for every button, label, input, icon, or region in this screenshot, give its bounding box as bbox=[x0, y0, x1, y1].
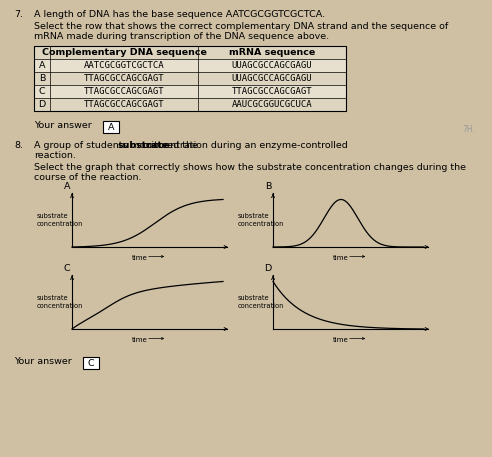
Text: Select the row that shows the correct complementary DNA strand and the sequence : Select the row that shows the correct co… bbox=[34, 22, 448, 31]
Text: Complementary DNA sequence: Complementary DNA sequence bbox=[41, 48, 207, 57]
Bar bbox=[103, 121, 119, 133]
Text: substrate
concentration: substrate concentration bbox=[238, 213, 284, 227]
Text: TTAGCGCCAGCGAGT: TTAGCGCCAGCGAGT bbox=[84, 74, 164, 83]
Text: course of the reaction.: course of the reaction. bbox=[34, 173, 142, 182]
Text: TTAGCGCCAGCGAGT: TTAGCGCCAGCGAGT bbox=[84, 87, 164, 96]
Text: C: C bbox=[88, 358, 94, 367]
Bar bbox=[83, 357, 99, 369]
Text: UUAGCGCCAGCGAGU: UUAGCGCCAGCGAGU bbox=[232, 61, 312, 70]
Text: 8.: 8. bbox=[14, 141, 23, 150]
Bar bbox=[34, 72, 346, 85]
Text: substrate
concentration: substrate concentration bbox=[37, 213, 83, 227]
Bar bbox=[34, 98, 346, 111]
Text: A group of students monitored the: A group of students monitored the bbox=[34, 141, 201, 150]
Text: 7.: 7. bbox=[14, 10, 23, 19]
Text: D: D bbox=[38, 100, 46, 109]
Text: UUAGCGCCAGCGAGU: UUAGCGCCAGCGAGU bbox=[232, 74, 312, 83]
Text: mRNA sequence: mRNA sequence bbox=[229, 48, 315, 57]
Text: time: time bbox=[132, 255, 148, 261]
Text: A length of DNA has the base sequence AATCGCGGTCGCTCA.: A length of DNA has the base sequence AA… bbox=[34, 10, 325, 19]
Text: B: B bbox=[39, 74, 45, 83]
Text: AATCGCGGTCGCTCA: AATCGCGGTCGCTCA bbox=[84, 61, 164, 70]
Text: TTAGCGCCAGCGAGT: TTAGCGCCAGCGAGT bbox=[232, 87, 312, 96]
Text: A: A bbox=[108, 122, 114, 132]
Text: Your answer: Your answer bbox=[34, 121, 92, 130]
Text: C: C bbox=[39, 87, 45, 96]
Text: substrate
concentration: substrate concentration bbox=[238, 295, 284, 309]
Text: mRNA made during transcription of the DNA sequence above.: mRNA made during transcription of the DN… bbox=[34, 32, 329, 41]
Text: time: time bbox=[333, 337, 349, 343]
Bar bbox=[34, 85, 346, 98]
Text: TTAGCGCCAGCGAGT: TTAGCGCCAGCGAGT bbox=[84, 100, 164, 109]
Text: AAUCGCGGUCGCUCA: AAUCGCGGUCGCUCA bbox=[232, 100, 312, 109]
Text: D: D bbox=[264, 264, 271, 273]
Text: reaction.: reaction. bbox=[34, 151, 76, 160]
Text: concentration during an enzyme-controlled: concentration during an enzyme-controlle… bbox=[139, 141, 348, 150]
Text: B: B bbox=[265, 182, 271, 191]
Text: time: time bbox=[132, 337, 148, 343]
Text: 7H.: 7H. bbox=[462, 124, 475, 133]
Bar bbox=[34, 59, 346, 72]
Bar bbox=[34, 46, 346, 111]
Text: A: A bbox=[39, 61, 45, 70]
Text: Your answer: Your answer bbox=[14, 357, 72, 366]
Text: substrate: substrate bbox=[117, 141, 169, 150]
Bar bbox=[34, 46, 346, 59]
Text: A: A bbox=[63, 182, 70, 191]
Text: Select the graph that correctly shows how the substrate concentration changes du: Select the graph that correctly shows ho… bbox=[34, 163, 466, 172]
Text: substrate
concentration: substrate concentration bbox=[37, 295, 83, 309]
Text: C: C bbox=[63, 264, 70, 273]
Text: time: time bbox=[333, 255, 349, 261]
